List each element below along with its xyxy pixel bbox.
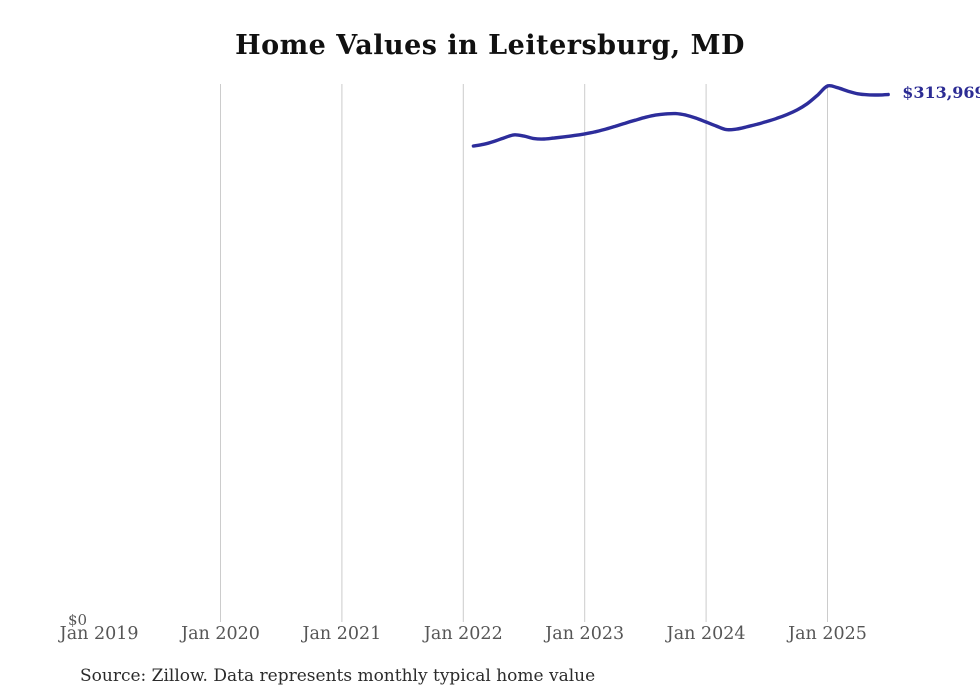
home-value-line [471, 83, 890, 148]
source-note: Source: Zillow. Data represents monthly … [80, 666, 596, 686]
y-axis-zero-label: $0 [68, 611, 88, 629]
x-axis-tick-label: Jan 2020 [181, 624, 260, 644]
x-axis-tick-label: Jan 2022 [423, 624, 503, 644]
x-axis-tick-label: Jan 2025 [788, 624, 867, 644]
x-axis-tick-label: Jan 2019 [59, 624, 139, 644]
x-axis-tick-label: Jan 2023 [545, 624, 625, 644]
chart-title: Home Values in Leitersburg, MD [235, 30, 745, 61]
x-axis-tick-label: Jan 2021 [302, 624, 382, 644]
x-axis-tick-label: Jan 2024 [666, 624, 746, 644]
end-value-label: $313,969 [902, 83, 980, 103]
